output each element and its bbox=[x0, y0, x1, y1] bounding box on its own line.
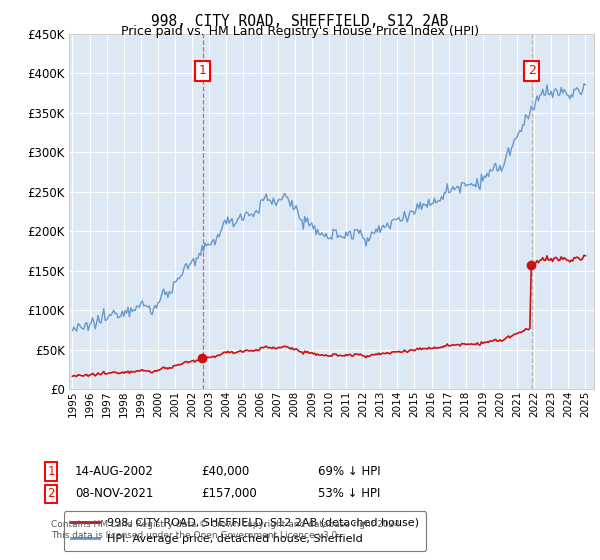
Text: £157,000: £157,000 bbox=[201, 487, 257, 501]
Text: 2: 2 bbox=[47, 487, 55, 501]
Legend: 998, CITY ROAD, SHEFFIELD, S12 2AB (detached house), HPI: Average price, detache: 998, CITY ROAD, SHEFFIELD, S12 2AB (deta… bbox=[64, 511, 426, 551]
Text: 14-AUG-2002: 14-AUG-2002 bbox=[75, 465, 154, 478]
Text: This data is licensed under the Open Government Licence v3.0.: This data is licensed under the Open Gov… bbox=[51, 531, 340, 540]
Text: 998, CITY ROAD, SHEFFIELD, S12 2AB: 998, CITY ROAD, SHEFFIELD, S12 2AB bbox=[151, 14, 449, 29]
Text: 2: 2 bbox=[528, 64, 536, 77]
Text: Price paid vs. HM Land Registry's House Price Index (HPI): Price paid vs. HM Land Registry's House … bbox=[121, 25, 479, 38]
Text: Contains HM Land Registry data © Crown copyright and database right 2024.: Contains HM Land Registry data © Crown c… bbox=[51, 520, 403, 529]
Text: 1: 1 bbox=[199, 64, 206, 77]
Text: 53% ↓ HPI: 53% ↓ HPI bbox=[318, 487, 380, 501]
Text: £40,000: £40,000 bbox=[201, 465, 249, 478]
Text: 1: 1 bbox=[47, 465, 55, 478]
Text: 08-NOV-2021: 08-NOV-2021 bbox=[75, 487, 154, 501]
Text: 69% ↓ HPI: 69% ↓ HPI bbox=[318, 465, 380, 478]
